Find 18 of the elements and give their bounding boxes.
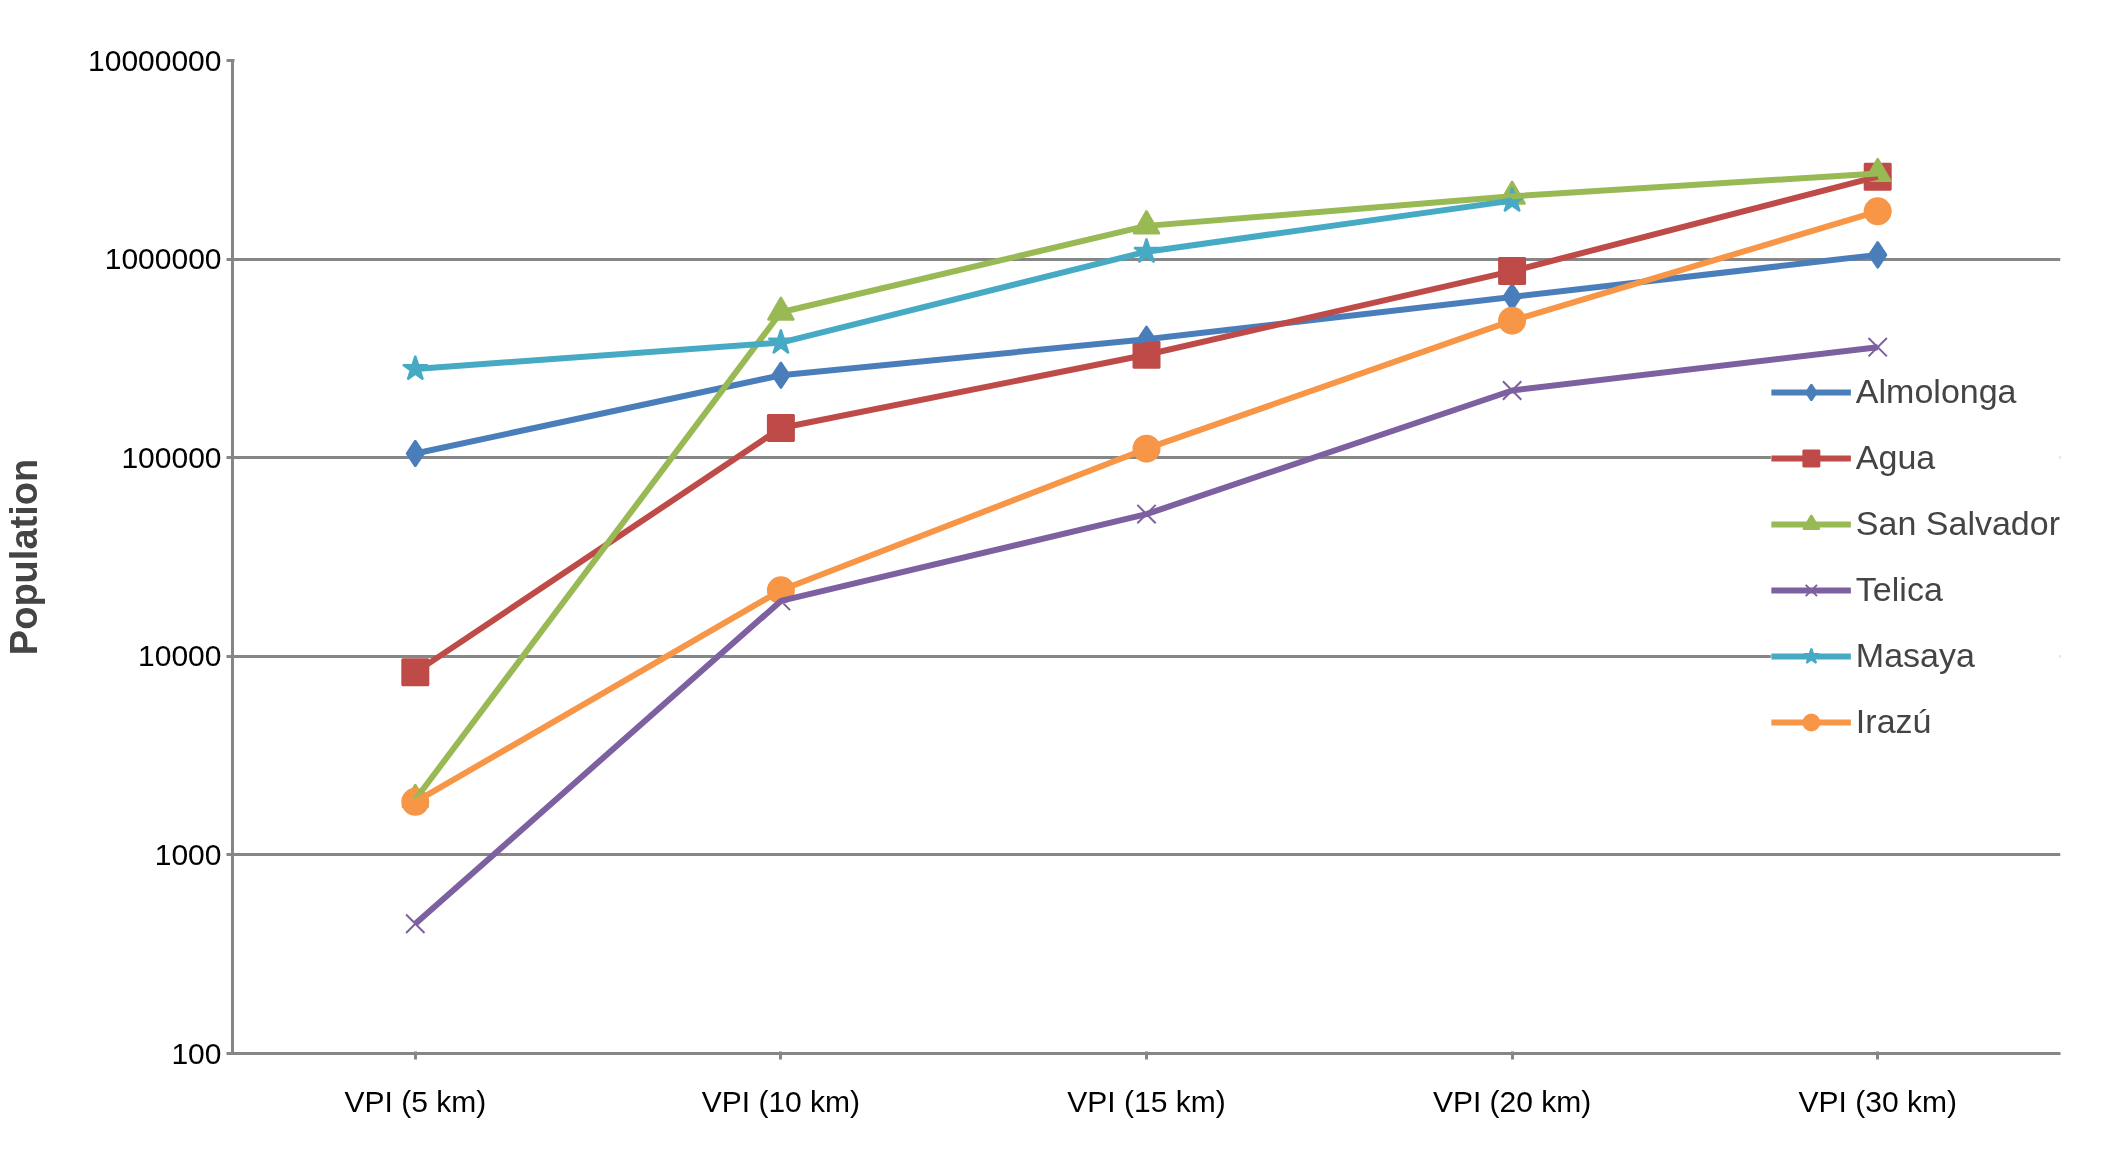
y-tick-label: 100 [171, 1036, 222, 1070]
y-axis-title: Population [3, 458, 46, 656]
x-tick-label: VPI (30 km) [1798, 1084, 1957, 1118]
legend-label: Telica [1855, 569, 1943, 610]
x-tick-label: VPI (20 km) [1432, 1084, 1592, 1118]
legend-label: San Salvador [1855, 503, 2060, 544]
legend-label: Almolonga [1855, 371, 2017, 412]
y-tick-label: 10000000 [88, 43, 222, 77]
y-tick-label: 10000 [138, 639, 222, 673]
legend-label: Agua [1855, 437, 1936, 478]
legend-label: Irazú [1855, 701, 1932, 742]
y-tick-label: 100000 [121, 440, 222, 474]
y-tick-label: 1000000 [104, 242, 222, 276]
y-tick-label: 1000 [154, 837, 222, 871]
x-tick-label: VPI (5 km) [344, 1084, 487, 1118]
x-tick-label: VPI (15 km) [1067, 1084, 1226, 1118]
legend-label: Masaya [1855, 635, 1975, 676]
x-tick-label: VPI (10 km) [701, 1084, 861, 1118]
